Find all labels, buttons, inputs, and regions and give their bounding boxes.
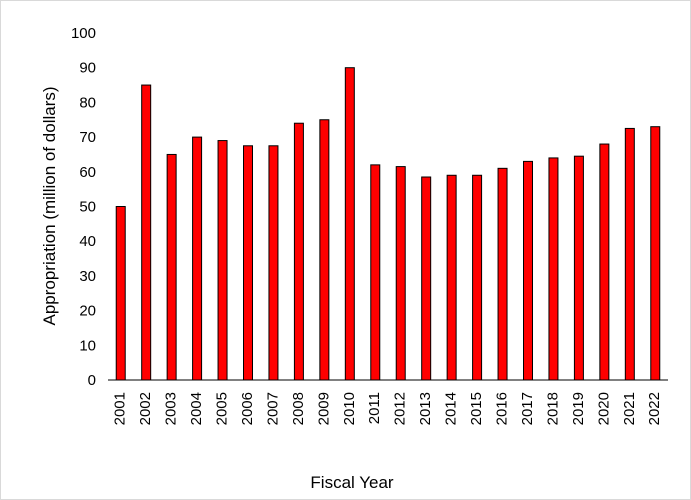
y-tick-label: 100 — [71, 25, 96, 42]
y-tick-label: 20 — [79, 303, 96, 320]
x-tick-label: 2020 — [595, 392, 612, 425]
y-tick-label: 10 — [79, 337, 96, 354]
x-tick-label: 2019 — [570, 392, 587, 425]
y-tick-label: 80 — [79, 94, 96, 111]
x-tick-label: 2006 — [239, 392, 256, 425]
bar-2006 — [243, 145, 253, 381]
x-tick-label: 2009 — [315, 392, 332, 425]
x-tick-label: 2012 — [392, 392, 409, 425]
bar-2011 — [370, 164, 381, 381]
x-tick-label: 2005 — [214, 392, 231, 425]
bar-2001 — [115, 206, 126, 381]
bar-2008 — [293, 122, 304, 381]
bar-2014 — [446, 174, 457, 381]
bar-series — [115, 67, 661, 381]
x-tick-label: 2001 — [112, 392, 129, 425]
bar-2004 — [192, 136, 203, 381]
y-axis-ticks: 0 10 20 30 40 50 60 70 80 90 100 — [71, 25, 96, 389]
y-axis-title: Appropriation (million of dollars) — [40, 86, 59, 325]
bar-2009 — [319, 119, 330, 381]
x-axis-title: Fiscal Year — [310, 473, 393, 492]
bar-2019 — [573, 155, 584, 381]
x-tick-label: 2017 — [519, 392, 536, 425]
x-tick-label: 2008 — [290, 392, 307, 425]
bar-2017 — [523, 160, 533, 381]
x-tick-label: 2021 — [621, 392, 638, 425]
y-tick-label: 70 — [79, 129, 96, 146]
bar-2003 — [166, 153, 177, 381]
x-tick-label: 2007 — [264, 392, 281, 425]
y-tick-label: 90 — [79, 60, 96, 77]
x-tick-label: 2014 — [443, 392, 460, 425]
x-tick-label: 2002 — [137, 392, 154, 425]
bar-2021 — [624, 127, 635, 381]
y-tick-label: 0 — [88, 372, 96, 389]
x-tick-label: 2011 — [366, 392, 383, 424]
bar-2005 — [217, 140, 228, 381]
x-tick-label: 2018 — [544, 392, 561, 425]
bar-2002 — [141, 84, 152, 381]
x-tick-label: 2003 — [163, 392, 180, 425]
x-tick-label: 2004 — [188, 392, 205, 425]
y-tick-label: 50 — [79, 199, 96, 216]
bar-2010 — [344, 67, 355, 381]
bar-2018 — [548, 157, 559, 381]
bar-2012 — [395, 166, 406, 381]
bar-2022 — [650, 126, 661, 381]
x-axis-ticks: 2001 2002 2003 2004 2005 2006 2007 2008 2009 2010… — [112, 392, 664, 425]
y-tick-label: 60 — [79, 164, 96, 181]
bar-2020 — [599, 143, 610, 381]
y-tick-label: 30 — [79, 268, 96, 285]
bar-2016 — [497, 167, 508, 381]
bar-2007 — [268, 145, 279, 381]
x-tick-label: 2015 — [468, 392, 485, 425]
bar-2013 — [421, 176, 432, 381]
x-tick-label: 2013 — [417, 392, 434, 425]
x-tick-label: 2010 — [341, 392, 358, 425]
y-tick-label: 40 — [79, 233, 96, 250]
bar-2015 — [472, 174, 483, 381]
x-tick-label: 2016 — [494, 392, 511, 425]
x-tick-label: 2022 — [646, 392, 663, 425]
